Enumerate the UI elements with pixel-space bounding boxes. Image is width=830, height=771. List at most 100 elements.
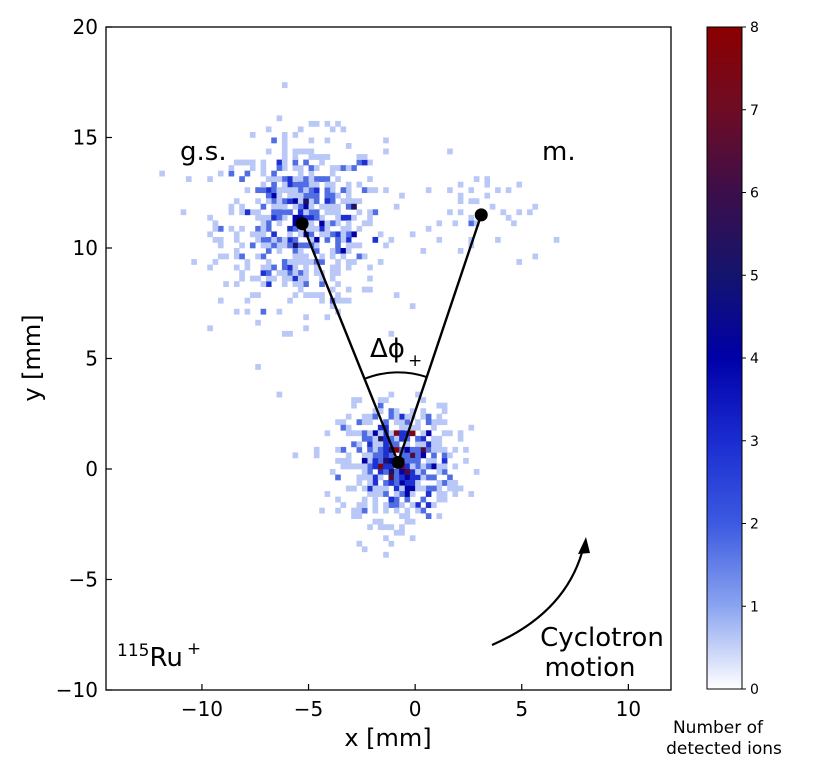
heatmap-cell (244, 264, 251, 271)
heatmap-cell (367, 209, 373, 216)
heatmap-cell (255, 364, 261, 370)
heatmap-cell (287, 264, 293, 271)
heatmap-cell (388, 446, 395, 453)
heatmap-cell (287, 231, 293, 238)
heatmap-cell (313, 209, 320, 216)
heatmap-cell (351, 463, 357, 470)
heatmap-cell (287, 181, 293, 188)
heatmap-cell (356, 397, 363, 403)
heatmap-cell (233, 264, 240, 271)
heatmap-cell (340, 236, 347, 243)
heatmap-cell (345, 231, 352, 238)
heatmap-cell (340, 165, 347, 171)
heatmap-cell (436, 485, 443, 492)
heatmap-cell (297, 165, 304, 171)
heatmap-cell (399, 424, 405, 431)
heatmap-cell (281, 330, 288, 337)
heatmap-cell (233, 253, 240, 260)
heatmap-cell (404, 496, 411, 503)
heatmap-cell (436, 402, 443, 409)
heatmap-cell (324, 192, 331, 199)
heatmap-cell (329, 203, 336, 210)
heatmap-cell (415, 485, 421, 492)
heatmap-cell (271, 176, 277, 182)
heatmap-cell (409, 463, 416, 470)
heatmap-cell (335, 474, 341, 481)
heatmap-cell (255, 292, 261, 299)
heatmap-cell (303, 192, 309, 199)
heatmap-cell (361, 430, 368, 437)
heatmap-cell (287, 225, 293, 232)
colorbar-tick-label: 0 (750, 682, 759, 698)
position-marker (391, 455, 405, 469)
heatmap-cell (228, 170, 235, 177)
heatmap-cell (356, 209, 363, 216)
heatmap-cell (351, 513, 357, 520)
heatmap-cell (367, 435, 373, 442)
heatmap-cell (383, 446, 389, 453)
heatmap-cell (233, 308, 240, 315)
heatmap-cell (345, 452, 352, 459)
heatmap-cell (335, 281, 341, 287)
y-axis-ticks: −10 −5 0 5 10 15 20 (56, 15, 112, 702)
heatmap-cell (324, 187, 331, 194)
heatmap-cell (265, 198, 272, 205)
heatmap-cell (292, 203, 299, 210)
angle-arc (364, 371, 428, 380)
heatmap-cell (431, 446, 437, 453)
heatmap-cell (367, 187, 373, 194)
heatmap-cell (271, 198, 277, 205)
heatmap-cell (303, 259, 309, 265)
heatmap-cell (281, 236, 288, 243)
heatmap-cell (265, 148, 272, 155)
heatmap-cell (329, 170, 336, 177)
heatmap-cell (463, 457, 469, 464)
heatmap-cell (367, 474, 373, 481)
heatmap-cell (367, 413, 373, 420)
heatmap-cell (329, 192, 336, 199)
heatmap-cell (404, 452, 411, 459)
heatmap-cell (319, 203, 325, 210)
heatmap-cell (388, 463, 395, 470)
heatmap-cell (276, 236, 283, 243)
heatmap-cell (255, 236, 261, 243)
y-tick-label: −10 (56, 678, 98, 702)
heatmap-cell (287, 187, 293, 194)
heatmap-cell (260, 165, 267, 171)
colorbar-tick-label: 5 (750, 268, 759, 284)
m-label: m. (542, 137, 576, 167)
heatmap-cell (383, 524, 389, 531)
heatmap-cell (308, 176, 315, 182)
heatmap-cell (425, 446, 432, 453)
heatmap-cell (319, 159, 325, 166)
heatmap-cell (329, 253, 336, 260)
heatmap-cell (415, 507, 421, 514)
heatmap-cell (249, 292, 256, 299)
heatmap-cell (436, 435, 443, 442)
heatmap-cell (351, 485, 357, 492)
heatmap-cell (415, 474, 421, 481)
heatmap-cell (303, 214, 309, 221)
heatmap-cell (393, 474, 400, 481)
heatmap-cell (372, 474, 379, 481)
heatmap-cell (276, 220, 283, 227)
heatmap-cell (383, 535, 389, 542)
heatmap-cell (372, 187, 379, 194)
heatmap-cell (516, 209, 523, 216)
heatmap-cell (292, 281, 299, 287)
delta-phi-label: Δϕ + (370, 334, 422, 371)
heatmap-cell (324, 209, 331, 216)
heatmap-cell (271, 209, 277, 216)
heatmap-cell (415, 480, 421, 486)
heatmap-cell (313, 248, 320, 254)
heatmap-cell (297, 192, 304, 199)
heatmap-cell (441, 408, 448, 415)
colorbar-tick-label: 1 (750, 599, 759, 615)
heatmap-cell (345, 236, 352, 243)
heatmap-cell (409, 430, 416, 437)
x-tick-label: 0 (409, 697, 422, 721)
heatmap-cell (484, 181, 491, 188)
heatmap-cell (351, 165, 357, 171)
heatmap-cell (393, 408, 400, 415)
heatmap-cell (233, 159, 240, 166)
